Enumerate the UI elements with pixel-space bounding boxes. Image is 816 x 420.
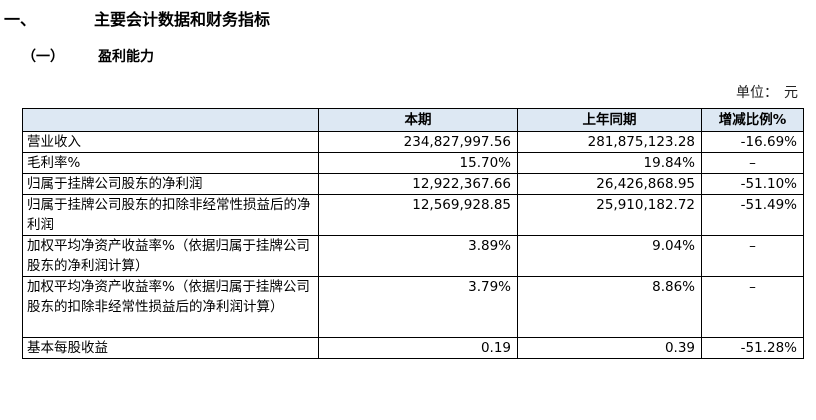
current-value: 12,569,928.85 (318, 194, 518, 236)
previous-value: 26,426,868.95 (517, 173, 702, 195)
previous-value: 19.84% (517, 152, 702, 174)
subsection-number: （一） (22, 49, 64, 65)
subsection-heading: （一） 盈利能力 (22, 45, 154, 67)
table-row: 归属于挂牌公司股东的净利润 12,922,367.66 26,426,868.9… (22, 173, 804, 195)
change-value: -16.69% (701, 131, 804, 153)
current-value: 3.89% (318, 235, 518, 277)
table-row: 归属于挂牌公司股东的扣除非经常性损益后的净利润 12,569,928.85 25… (22, 194, 804, 236)
previous-value: 0.39 (517, 337, 702, 359)
unit-note: 单位： 元 (736, 82, 798, 102)
table-header-row: 本期 上年同期 增减比例% (22, 108, 804, 132)
header-current-period: 本期 (318, 108, 518, 132)
table-row: 加权平均净资产收益率%（依据归属于挂牌公司股东的扣除非经常性损益后的净利润计算）… (22, 276, 804, 338)
header-previous-period: 上年同期 (517, 108, 702, 132)
header-change-percent: 增减比例% (701, 108, 804, 132)
current-value: 15.70% (318, 152, 518, 174)
unit-value: 元 (784, 85, 798, 101)
row-label: 毛利率% (22, 152, 319, 174)
previous-value: 8.86% (517, 276, 702, 338)
row-label: 归属于挂牌公司股东的净利润 (22, 173, 319, 195)
unit-label: 单位： (736, 85, 778, 101)
row-label: 归属于挂牌公司股东的扣除非经常性损益后的净利润 (22, 194, 319, 236)
change-value: -51.10% (701, 173, 804, 195)
table-row: 营业收入 234,827,997.56 281,875,123.28 -16.6… (22, 131, 804, 153)
change-value: – (701, 235, 804, 277)
change-value: -51.28% (701, 337, 804, 359)
profitability-table: 本期 上年同期 增减比例% 营业收入 234,827,997.56 281,87… (22, 108, 804, 359)
change-value: -51.49% (701, 194, 804, 236)
table-row: 基本每股收益 0.19 0.39 -51.28% (22, 337, 804, 359)
row-label: 营业收入 (22, 131, 319, 153)
section-title: 主要会计数据和财务指标 (94, 10, 271, 29)
current-value: 0.19 (318, 337, 518, 359)
header-item (22, 108, 319, 132)
row-label: 加权平均净资产收益率%（依据归属于挂牌公司股东的净利润计算） (22, 235, 319, 277)
section-heading: 一、 主要会计数据和财务指标 (4, 6, 270, 30)
table-row: 毛利率% 15.70% 19.84% – (22, 152, 804, 174)
previous-value: 25,910,182.72 (517, 194, 702, 236)
row-label: 基本每股收益 (22, 337, 319, 359)
table-row: 加权平均净资产收益率%（依据归属于挂牌公司股东的净利润计算） 3.89% 9.0… (22, 235, 804, 277)
subsection-title: 盈利能力 (98, 49, 154, 65)
current-value: 234,827,997.56 (318, 131, 518, 153)
previous-value: 281,875,123.28 (517, 131, 702, 153)
change-value: – (701, 276, 804, 338)
current-value: 12,922,367.66 (318, 173, 518, 195)
change-value: – (701, 152, 804, 174)
row-label: 加权平均净资产收益率%（依据归属于挂牌公司股东的扣除非经常性损益后的净利润计算） (22, 276, 319, 338)
previous-value: 9.04% (517, 235, 702, 277)
section-number: 一、 (4, 10, 37, 29)
current-value: 3.79% (318, 276, 518, 338)
